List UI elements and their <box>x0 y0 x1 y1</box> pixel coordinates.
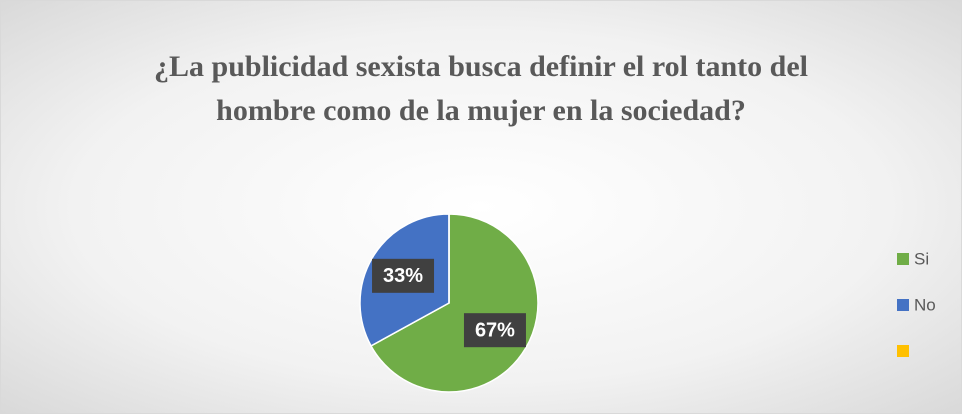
pie-slice <box>369 213 539 393</box>
data-label: 67% <box>475 319 515 341</box>
legend-swatch <box>897 253 909 265</box>
data-label-box <box>372 258 435 293</box>
legend-swatch <box>897 345 909 357</box>
legend-label: Si <box>914 249 929 268</box>
legend-label: No <box>914 295 936 314</box>
data-label: 33% <box>383 265 423 287</box>
chart-title: ¿La publicidad sexista busca definir el … <box>154 50 808 127</box>
data-label-box <box>463 313 526 348</box>
legend-swatch <box>897 299 909 311</box>
